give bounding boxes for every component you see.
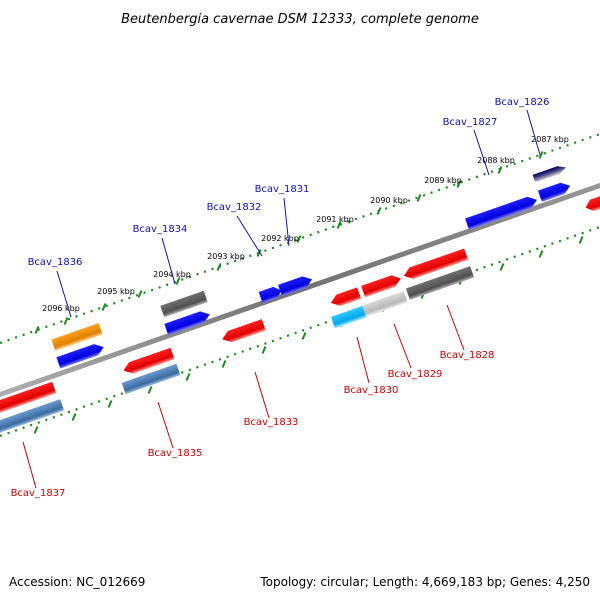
gene-arrow xyxy=(537,182,571,202)
gene-label: Bcav_1827 xyxy=(443,117,498,128)
ruler-major-tick xyxy=(578,236,584,244)
gene-arrows xyxy=(0,166,600,433)
tick-label: 2091 kbp xyxy=(316,215,354,224)
gene-label: Bcav_1837 xyxy=(11,488,66,499)
gene-arrow xyxy=(164,311,210,336)
gene-arrow xyxy=(532,166,567,183)
ruler-top xyxy=(0,132,600,345)
gene-label: Bcav_1836 xyxy=(28,257,83,268)
ruler-major-tick xyxy=(296,235,302,243)
leader-line xyxy=(56,270,72,318)
tick-labels: 2087 kbp 2088 kbp 2089 kbp 2090 kbp 2091 kbp… xyxy=(42,135,569,313)
gene-arrow xyxy=(160,290,208,318)
gene-label: Bcav_1828 xyxy=(440,350,495,361)
gene-label: Bcav_1826 xyxy=(495,97,550,108)
ruler-major-tick xyxy=(71,413,77,421)
gene-arrow xyxy=(121,363,181,395)
ruler-dots xyxy=(0,225,600,438)
gene-arrow xyxy=(330,305,368,329)
ruler-major-tick xyxy=(101,303,107,311)
ruler-major-tick xyxy=(34,326,40,334)
ruler-major-tick xyxy=(256,249,262,257)
gene-arrow xyxy=(362,291,408,317)
tick-label: 2090 kbp xyxy=(370,196,408,205)
gene-arrow xyxy=(258,286,282,304)
tick-label: 2093 kbp xyxy=(207,252,245,261)
gene-label: Bcav_1830 xyxy=(344,385,399,396)
gene-arrow xyxy=(330,287,362,306)
leader-line xyxy=(161,237,176,285)
ruler-major-tick xyxy=(336,221,342,229)
ruler-major-tick xyxy=(107,400,113,408)
tick-label: 2096 kbp xyxy=(42,304,80,313)
ruler-major-tick xyxy=(456,180,462,188)
gene-arrow xyxy=(405,266,475,300)
gene-arrow xyxy=(585,194,600,212)
ruler-major-tick xyxy=(499,263,505,271)
ruler-major-tick xyxy=(538,250,544,258)
gene-leader-lines xyxy=(22,109,541,489)
gene-arrow xyxy=(277,276,313,297)
tick-label: 2089 kbp xyxy=(424,176,462,185)
gene-arrow xyxy=(465,196,537,230)
map-title: Beutenbergia cavernae DSM 12333, complet… xyxy=(121,12,479,27)
ruler-major-tick xyxy=(538,151,544,159)
gene-arrow xyxy=(123,347,175,374)
gene-labels: Bcav_1826 Bcav_1827 Bcav_1828 Bcav_1829 Bcav… xyxy=(11,97,550,499)
gene-arrow xyxy=(222,319,266,343)
gene-arrow xyxy=(361,275,401,298)
ruler-major-tick xyxy=(33,426,39,434)
ruler-major-tick xyxy=(221,360,227,368)
gene-label: Bcav_1833 xyxy=(244,417,299,428)
backbone xyxy=(0,182,600,398)
ruler-major-tick xyxy=(137,290,143,298)
ruler-major-tick xyxy=(301,332,307,340)
leader-line xyxy=(236,215,263,257)
leader-line xyxy=(356,336,370,384)
tick-label: 2092 kbp xyxy=(261,234,299,243)
ruler-major-tick xyxy=(175,277,181,285)
gene-arrow xyxy=(403,248,469,279)
leader-line xyxy=(473,129,490,176)
leader-line xyxy=(22,441,37,489)
gene-arrow xyxy=(51,323,103,351)
leader-line xyxy=(254,371,270,419)
ruler-major-tick xyxy=(376,207,382,215)
tick-label: 2088 kbp xyxy=(477,156,515,165)
leader-line xyxy=(393,323,412,369)
ruler-major-tick xyxy=(185,373,191,381)
leader-line xyxy=(157,401,174,449)
ruler-major-tick xyxy=(216,263,222,271)
gene-label: Bcav_1832 xyxy=(207,202,262,213)
gene-arrow xyxy=(0,399,65,433)
accession-text: Accession: NC_012669 xyxy=(9,575,145,589)
tick-label: 2087 kbp xyxy=(531,135,569,144)
gene-arrow xyxy=(0,381,57,415)
ruler-major-tick xyxy=(261,346,267,354)
topology-text: Topology: circular; Length: 4,669,183 bp… xyxy=(259,575,590,589)
ruler-major-tick xyxy=(63,317,69,325)
ruler-major-tick xyxy=(147,386,153,394)
leader-line xyxy=(526,109,541,156)
gene-label: Bcav_1835 xyxy=(148,448,203,459)
ruler-major-tick xyxy=(416,194,422,202)
gene-label: Bcav_1834 xyxy=(133,224,188,235)
gene-label: Bcav_1829 xyxy=(388,369,443,380)
gene-label: Bcav_1831 xyxy=(255,184,310,195)
gene-arrow xyxy=(56,344,104,369)
leader-line xyxy=(446,304,465,351)
tick-label: 2095 kbp xyxy=(97,287,135,296)
ruler-major-tick xyxy=(497,166,503,174)
leader-line xyxy=(283,197,290,247)
